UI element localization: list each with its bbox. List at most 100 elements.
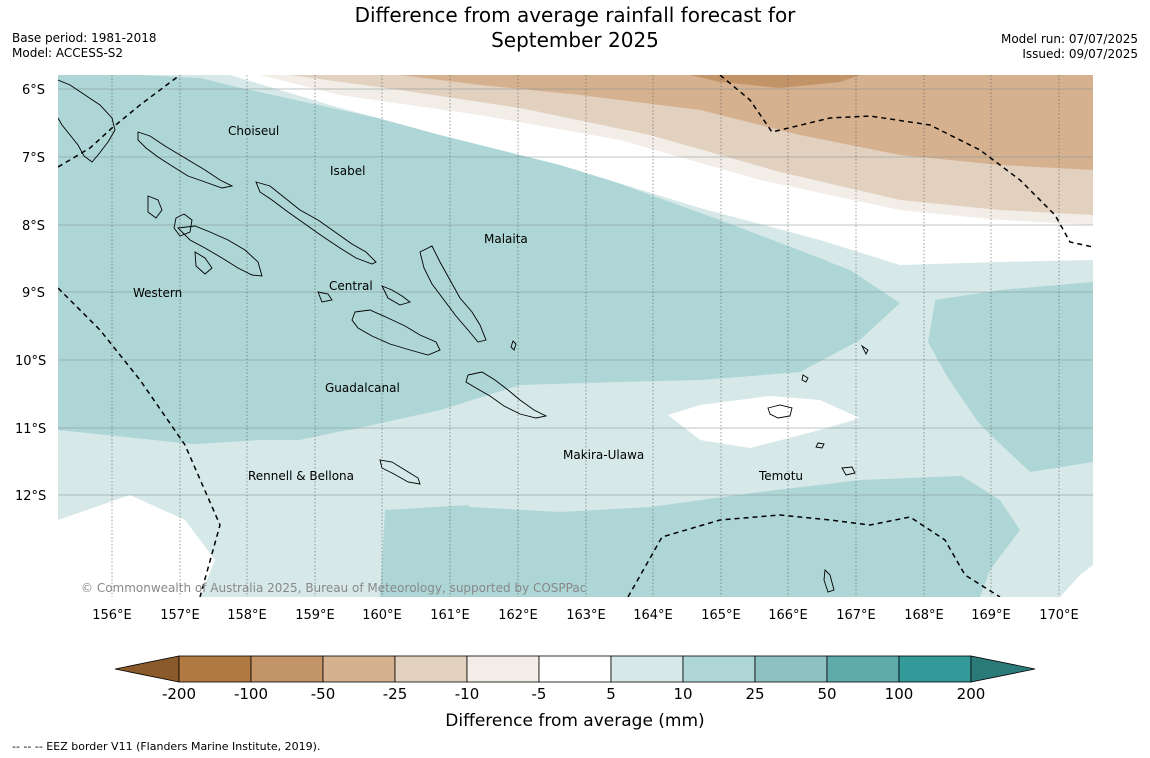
- model-name: Model: ACCESS-S2: [12, 46, 124, 60]
- colorbar-tick-label: -200: [162, 685, 196, 703]
- lon-label: 165°E: [701, 608, 741, 623]
- lon-label: 167°E: [836, 608, 876, 623]
- lon-label: 156°E: [92, 608, 132, 623]
- colorbar-tick-label: -5: [532, 685, 547, 703]
- copyright-notice: © Commonwealth of Australia 2025, Bureau…: [81, 581, 586, 595]
- lon-label: 168°E: [904, 608, 944, 623]
- colorbar-tick-label: 5: [606, 685, 616, 703]
- base-period: Base period: 1981-2018: [12, 31, 157, 45]
- label-western: Western: [133, 286, 182, 300]
- longitude-gridlines: [111, 75, 1060, 597]
- label-malaita: Malaita: [484, 232, 528, 246]
- lon-label: 161°E: [430, 608, 470, 623]
- colorbar-arrow-low: [114, 655, 180, 683]
- eez-footnote: -- -- -- EEZ border V11 (Flanders Marine…: [12, 740, 321, 753]
- label-temotu: Temotu: [758, 469, 803, 483]
- label-rennell-bellona: Rennell & Bellona: [248, 469, 354, 483]
- map-title: Difference from average rainfall forecas…: [0, 3, 1150, 53]
- label-isabel: Isabel: [330, 164, 365, 178]
- island-guadalcanal: [351, 309, 441, 356]
- region-labels: Choiseul Isabel Malaita Western Central …: [133, 124, 803, 483]
- colorbar-swatch: [394, 655, 468, 683]
- lat-label: 6°S: [22, 83, 45, 98]
- lon-label: 162°E: [498, 608, 538, 623]
- band-10-25-east: [926, 282, 1093, 472]
- colorbar-swatch: [826, 655, 900, 683]
- colorbar-tick-label: -100: [234, 685, 268, 703]
- model-run: Model run: 07/07/2025: [1000, 32, 1138, 46]
- island-malaita: [419, 245, 487, 343]
- island-choiseul: [137, 131, 234, 189]
- lat-label: 8°S: [22, 219, 45, 234]
- lon-label: 166°E: [768, 608, 808, 623]
- colorbar: [114, 655, 1036, 683]
- band-minus100-minus50: [690, 75, 860, 88]
- island-ontong: [510, 340, 517, 351]
- colorbar-labels: -200 -100 -50 -25 -10 -5 5 10 25 50 100 …: [162, 685, 985, 703]
- island-santa-cruz: [767, 404, 793, 419]
- lat-label: 11°S: [15, 422, 46, 437]
- band-minus50-minus25: [400, 75, 1093, 170]
- colorbar-tick-label: -50: [311, 685, 336, 703]
- island-kolombangara: [147, 195, 163, 219]
- colorbar-tick-label: 50: [817, 685, 836, 703]
- lat-label: 10°S: [15, 354, 46, 369]
- colorbar-swatch: [322, 655, 396, 683]
- island-vanikoro: [841, 466, 856, 476]
- island-duff: [860, 344, 869, 356]
- band-10-25-southeast: [380, 475, 1020, 597]
- lon-label: 163°E: [566, 608, 606, 623]
- lon-label: 159°E: [295, 608, 335, 623]
- label-guadalcanal: Guadalcanal: [325, 381, 400, 395]
- label-central: Central: [329, 279, 373, 293]
- latitude-labels: 6°S 7°S 8°S 9°S 10°S 11°S 12°S: [15, 83, 46, 504]
- island-tikopia: [823, 569, 835, 593]
- colorbar-tick-label: -25: [383, 685, 408, 703]
- lon-label: 157°E: [160, 608, 200, 623]
- island-ngella: [381, 285, 411, 306]
- lon-label: 170°E: [1039, 608, 1079, 623]
- colorbar-tick-label: 10: [673, 685, 692, 703]
- label-choiseul: Choiseul: [228, 124, 279, 138]
- island-isabel: [255, 181, 377, 265]
- band-minus5-5-island: [668, 396, 860, 448]
- map-field: © Commonwealth of Australia 2025, Bureau…: [58, 75, 1093, 597]
- title-line-2: September 2025: [491, 28, 659, 52]
- island-makira: [465, 371, 548, 419]
- colorbar-swatch: [250, 655, 324, 683]
- colorbar-swatch: [682, 655, 756, 683]
- lat-label: 9°S: [22, 286, 45, 301]
- colorbar-tick-label: -10: [455, 685, 480, 703]
- eez-border: [58, 75, 1093, 597]
- colorbar-swatch: [538, 655, 612, 683]
- island-rendova: [194, 251, 213, 275]
- island-bougainville: [58, 79, 116, 163]
- colorbar-tick-label: 100: [885, 685, 914, 703]
- lon-label: 164°E: [633, 608, 673, 623]
- colorbar-arrow-high: [970, 655, 1036, 683]
- issued-date: Issued: 09/07/2025: [1022, 47, 1138, 61]
- meta-right: Model run: 07/07/2025 Issued: 09/07/2025: [1001, 32, 1138, 62]
- colorbar-swatch: [466, 655, 540, 683]
- island-new-georgia: [177, 225, 263, 277]
- label-makira-ulawa: Makira-Ulawa: [563, 448, 644, 462]
- islands: [58, 79, 869, 593]
- lon-label: 160°E: [362, 608, 402, 623]
- lat-label: 12°S: [15, 489, 46, 504]
- island-savo: [317, 291, 333, 303]
- lon-label: 158°E: [227, 608, 267, 623]
- island-reef-islands: [801, 374, 809, 383]
- lat-label: 7°S: [22, 151, 45, 166]
- island-utupua: [815, 442, 825, 449]
- band-10-25-center: [58, 78, 900, 440]
- colorbar-swatch: [178, 655, 252, 683]
- lon-label: 169°E: [971, 608, 1011, 623]
- island-vella: [173, 213, 193, 237]
- colorbar-swatch: [898, 655, 972, 683]
- latitude-gridlines: [58, 88, 1093, 496]
- band-minus5-5-sw: [58, 495, 215, 597]
- colorbar-title: Difference from average (mm): [445, 711, 704, 731]
- longitude-labels: 156°E 157°E 158°E 159°E 160°E 161°E 162°…: [92, 608, 1079, 623]
- meta-left: Base period: 1981-2018 Model: ACCESS-S2: [12, 31, 157, 61]
